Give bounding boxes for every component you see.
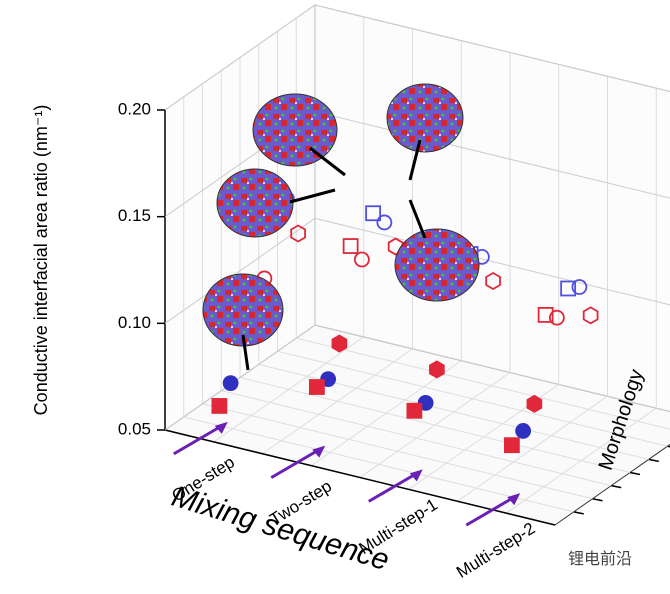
y-tick-label: 0.10 bbox=[118, 313, 151, 332]
point bbox=[516, 424, 530, 438]
point bbox=[332, 336, 346, 352]
y-tick-label: 0.05 bbox=[118, 419, 151, 438]
y-tick-label: 0.15 bbox=[118, 206, 151, 225]
y-tick-label: 0.20 bbox=[118, 99, 151, 118]
chart: 0.050.100.150.20One-stepTwo-stepMulti-st… bbox=[0, 0, 670, 594]
z-tick bbox=[630, 473, 640, 475]
point bbox=[505, 438, 519, 452]
point bbox=[310, 380, 324, 394]
z-tick bbox=[574, 512, 584, 514]
point bbox=[527, 396, 541, 412]
point bbox=[224, 376, 238, 390]
point bbox=[430, 361, 444, 377]
point bbox=[407, 404, 421, 418]
x-tick-label: Multi-step-2 bbox=[453, 519, 538, 582]
z-tick bbox=[611, 486, 621, 488]
z-tick bbox=[649, 459, 659, 461]
z-tick bbox=[593, 499, 603, 501]
watermark: 锂电前沿 bbox=[568, 550, 632, 568]
point bbox=[212, 399, 226, 413]
x-axis-label: Mixing sequence bbox=[168, 480, 393, 577]
y-axis-label: Conductive interfacial area ratio (nm⁻¹) bbox=[31, 105, 51, 416]
